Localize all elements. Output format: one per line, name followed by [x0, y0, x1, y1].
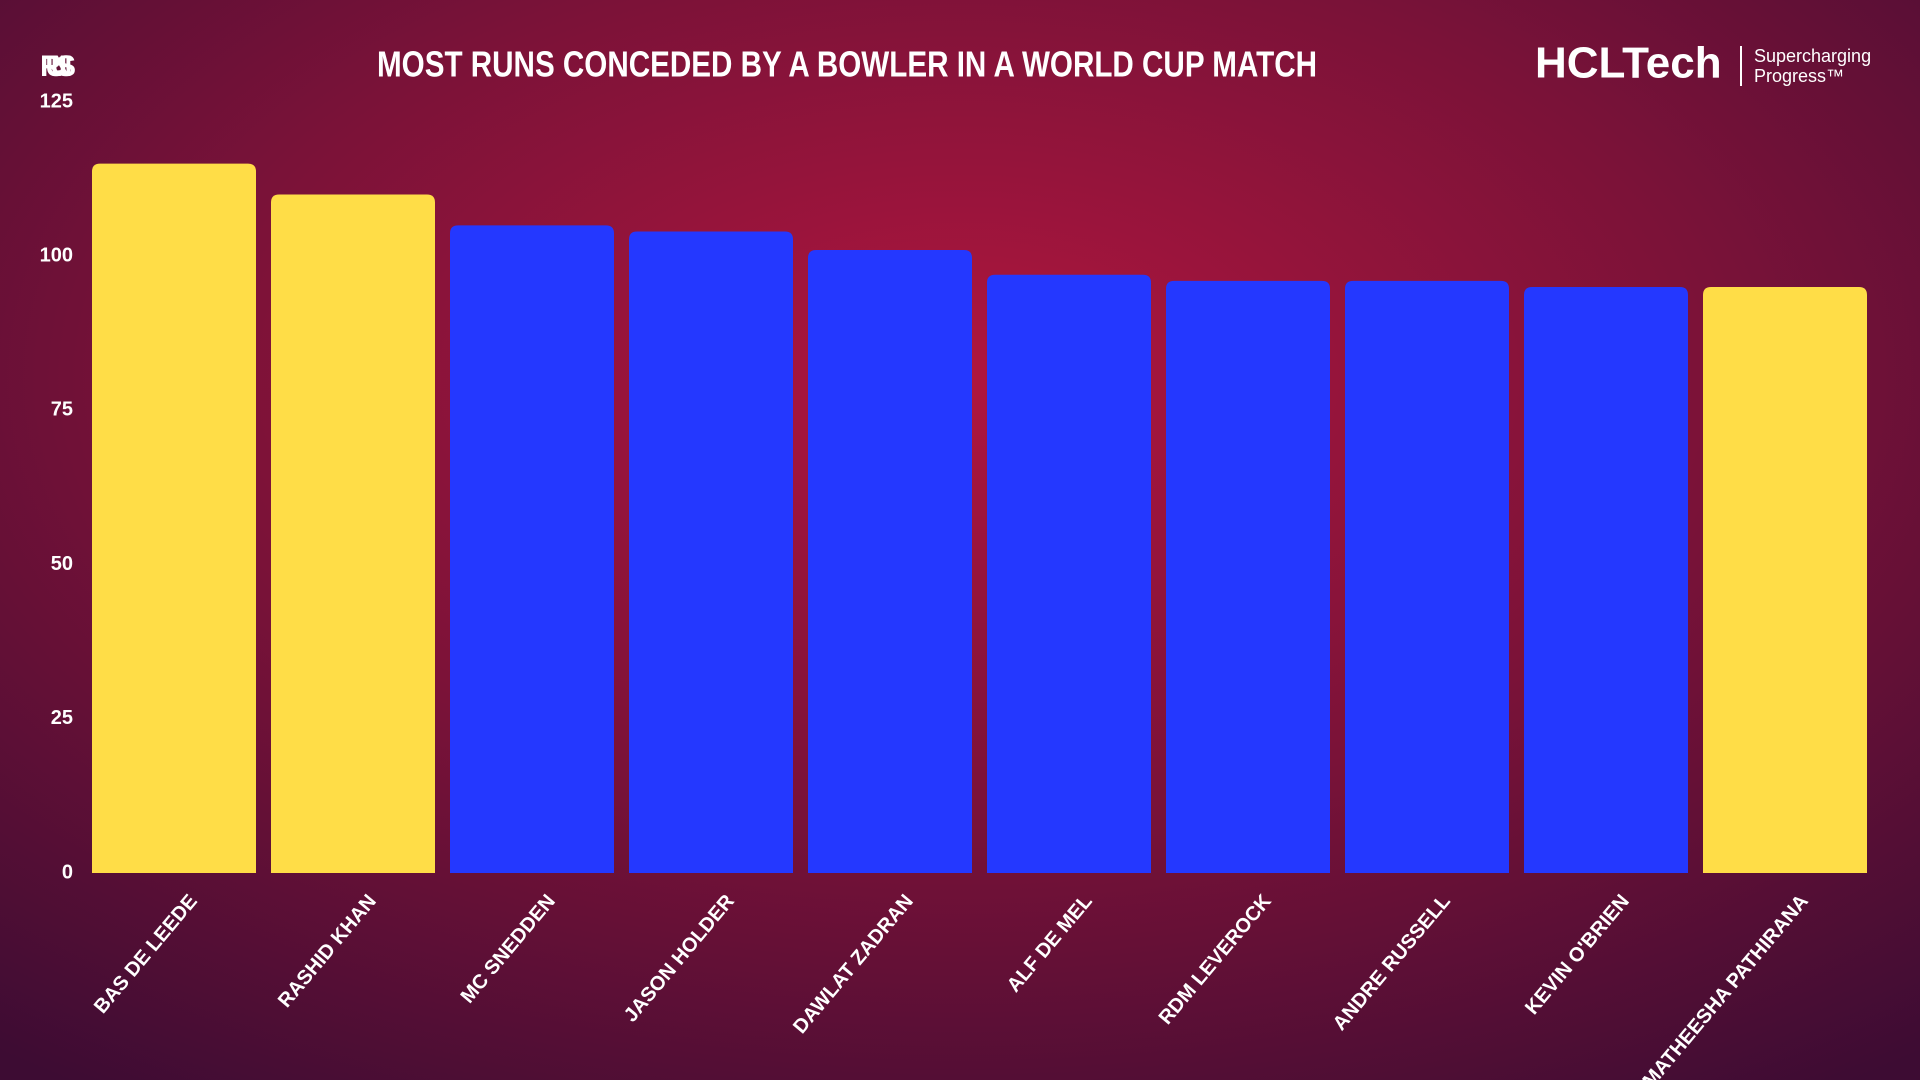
bar	[629, 231, 793, 873]
bar	[271, 194, 435, 873]
bar	[1345, 280, 1509, 873]
brand-name: HCLTech	[1535, 39, 1722, 88]
bar	[92, 163, 256, 873]
bar	[987, 274, 1151, 874]
brand-tagline: Progress™	[1754, 66, 1844, 86]
bar	[1166, 280, 1330, 873]
bar	[1703, 287, 1867, 873]
chart-title: MOST RUNS CONCEDED BY A BOWLER IN A WORL…	[377, 44, 1317, 85]
y-tick-label: 125	[40, 90, 73, 112]
brand-tagline: Supercharging	[1754, 46, 1871, 66]
bar	[450, 225, 614, 874]
bar	[808, 250, 972, 874]
y-tick-label: 25	[51, 707, 73, 729]
bar	[1524, 287, 1688, 873]
y-tick-label: 50	[51, 553, 73, 575]
y-tick-label: 75	[51, 399, 73, 421]
y-tick-label: 100	[40, 244, 73, 266]
y-tick-label: 0	[62, 861, 73, 883]
y-axis-label: RUNS	[40, 50, 76, 83]
